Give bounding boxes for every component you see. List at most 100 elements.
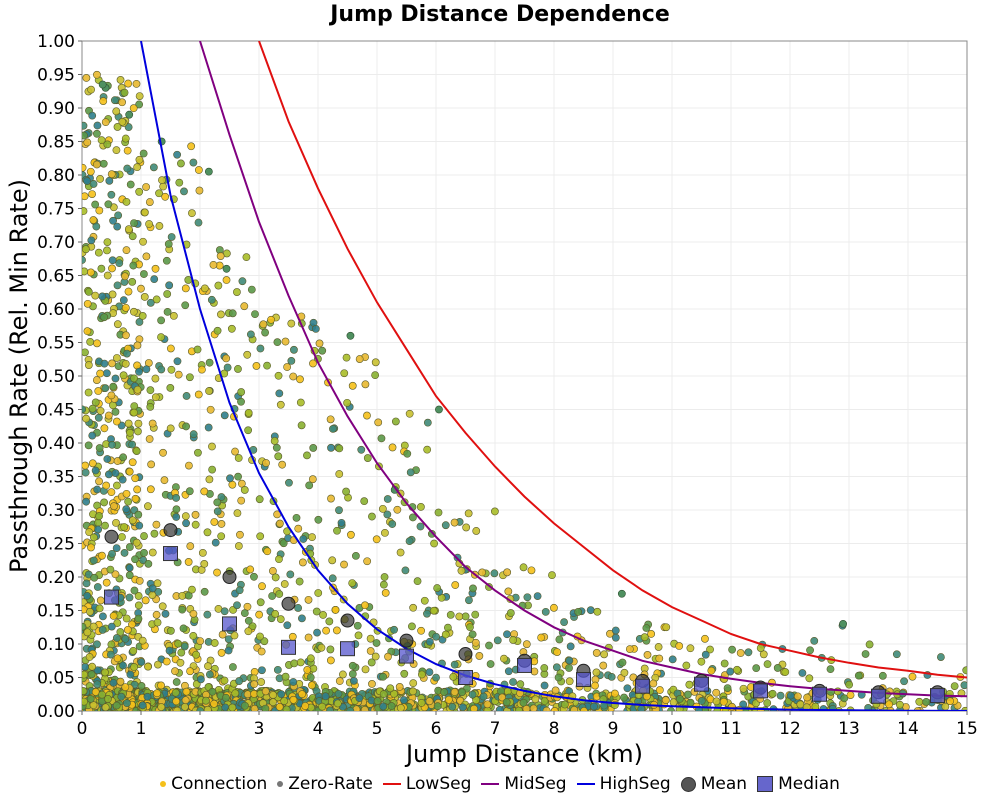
scatter-point [325, 617, 334, 626]
scatter-point [464, 509, 473, 518]
legend-item-connection: Connection [160, 774, 267, 794]
scatter-point [287, 357, 296, 365]
scatter-point [94, 525, 103, 534]
scatter-point [103, 455, 112, 463]
scatter-point [425, 697, 434, 706]
scatter-point [90, 573, 99, 582]
mean-marker [399, 633, 414, 648]
scatter-point [88, 459, 97, 468]
scatter-point [355, 355, 364, 363]
scatter-point [135, 92, 144, 100]
scatter-point [786, 691, 795, 700]
scatter-point [798, 669, 807, 677]
scatter-point [217, 648, 226, 657]
scatter-point [204, 423, 213, 432]
median-marker [104, 589, 119, 605]
scatter-point [306, 673, 315, 682]
legend-dot-swatch [277, 781, 284, 787]
scatter-point [92, 376, 101, 384]
scatter-point [92, 160, 101, 169]
scatter-point [157, 333, 165, 342]
scatter-point [395, 683, 404, 691]
scatter-point [206, 670, 214, 679]
legend-item-mean: Mean [680, 774, 747, 794]
scatter-point [236, 530, 244, 539]
scatter-point [104, 411, 113, 420]
y-tick-label: 0.90 [37, 99, 75, 119]
scatter-point [182, 519, 190, 528]
scatter-point [290, 659, 299, 668]
scatter-point [139, 237, 147, 246]
scatter-point [429, 606, 438, 615]
scatter-point [238, 277, 247, 286]
scatter-point [450, 660, 459, 669]
scatter-point [116, 628, 125, 636]
scatter-point [315, 339, 324, 348]
scatter-point [444, 695, 453, 704]
scatter-point [335, 470, 344, 478]
scatter-point [134, 419, 143, 428]
scatter-point [373, 697, 382, 705]
scatter-point [113, 619, 122, 627]
scatter-point [120, 88, 129, 97]
scatter-point [195, 186, 204, 195]
scatter-point [379, 672, 388, 681]
scatter-point [368, 680, 376, 688]
scatter-point [509, 636, 518, 644]
y-tick-label: 0.00 [37, 702, 75, 722]
scatter-point [348, 381, 357, 390]
scatter-point [523, 593, 532, 602]
legend-circle-swatch [680, 776, 696, 792]
scatter-point [449, 672, 458, 681]
scatter-point [128, 440, 137, 449]
scatter-point [739, 684, 748, 693]
scatter-point [158, 602, 167, 611]
scatter-point [107, 170, 116, 179]
scatter-point [167, 233, 176, 241]
scatter-point [470, 704, 478, 711]
scatter-point [591, 681, 599, 690]
scatter-point [91, 466, 100, 475]
scatter-point [396, 704, 405, 711]
scatter-point [346, 706, 355, 711]
scatter-point [101, 668, 109, 677]
scatter-point [328, 574, 337, 583]
scatter-point [133, 163, 142, 172]
scatter-point [269, 567, 277, 575]
scatter-point [643, 651, 652, 659]
scatter-point [379, 580, 388, 589]
scatter-point [194, 390, 203, 399]
scatter-point [86, 607, 94, 616]
scatter-point [82, 348, 89, 357]
scatter-point [186, 542, 195, 551]
scatter-point [309, 444, 318, 452]
scatter-point [250, 668, 259, 676]
scatter-point [98, 292, 107, 301]
scatter-point [222, 276, 231, 284]
scatter-point [586, 606, 595, 615]
scatter-point [202, 696, 210, 705]
x-tick-label: 5 [372, 719, 383, 739]
scatter-point [171, 667, 179, 676]
y-tick-label: 0.55 [37, 334, 75, 354]
scatter-point [620, 668, 629, 677]
scatter-point [290, 345, 298, 354]
scatter-point [759, 650, 768, 659]
scatter-point [213, 498, 222, 507]
scatter-point [118, 475, 127, 484]
scatter-point [134, 601, 143, 610]
scatter-point [112, 417, 121, 426]
scatter-point [132, 79, 141, 88]
scatter-point [593, 607, 602, 616]
scatter-point [327, 494, 335, 503]
scatter-point [140, 270, 148, 278]
scatter-point [357, 445, 366, 454]
scatter-point [213, 326, 222, 335]
scatter-point [165, 281, 174, 290]
scatter-point [205, 387, 213, 395]
scatter-point [289, 372, 298, 381]
scatter-point [82, 74, 91, 82]
scatter-point [82, 405, 87, 414]
scatter-point [936, 653, 945, 661]
scatter-point [504, 667, 513, 676]
